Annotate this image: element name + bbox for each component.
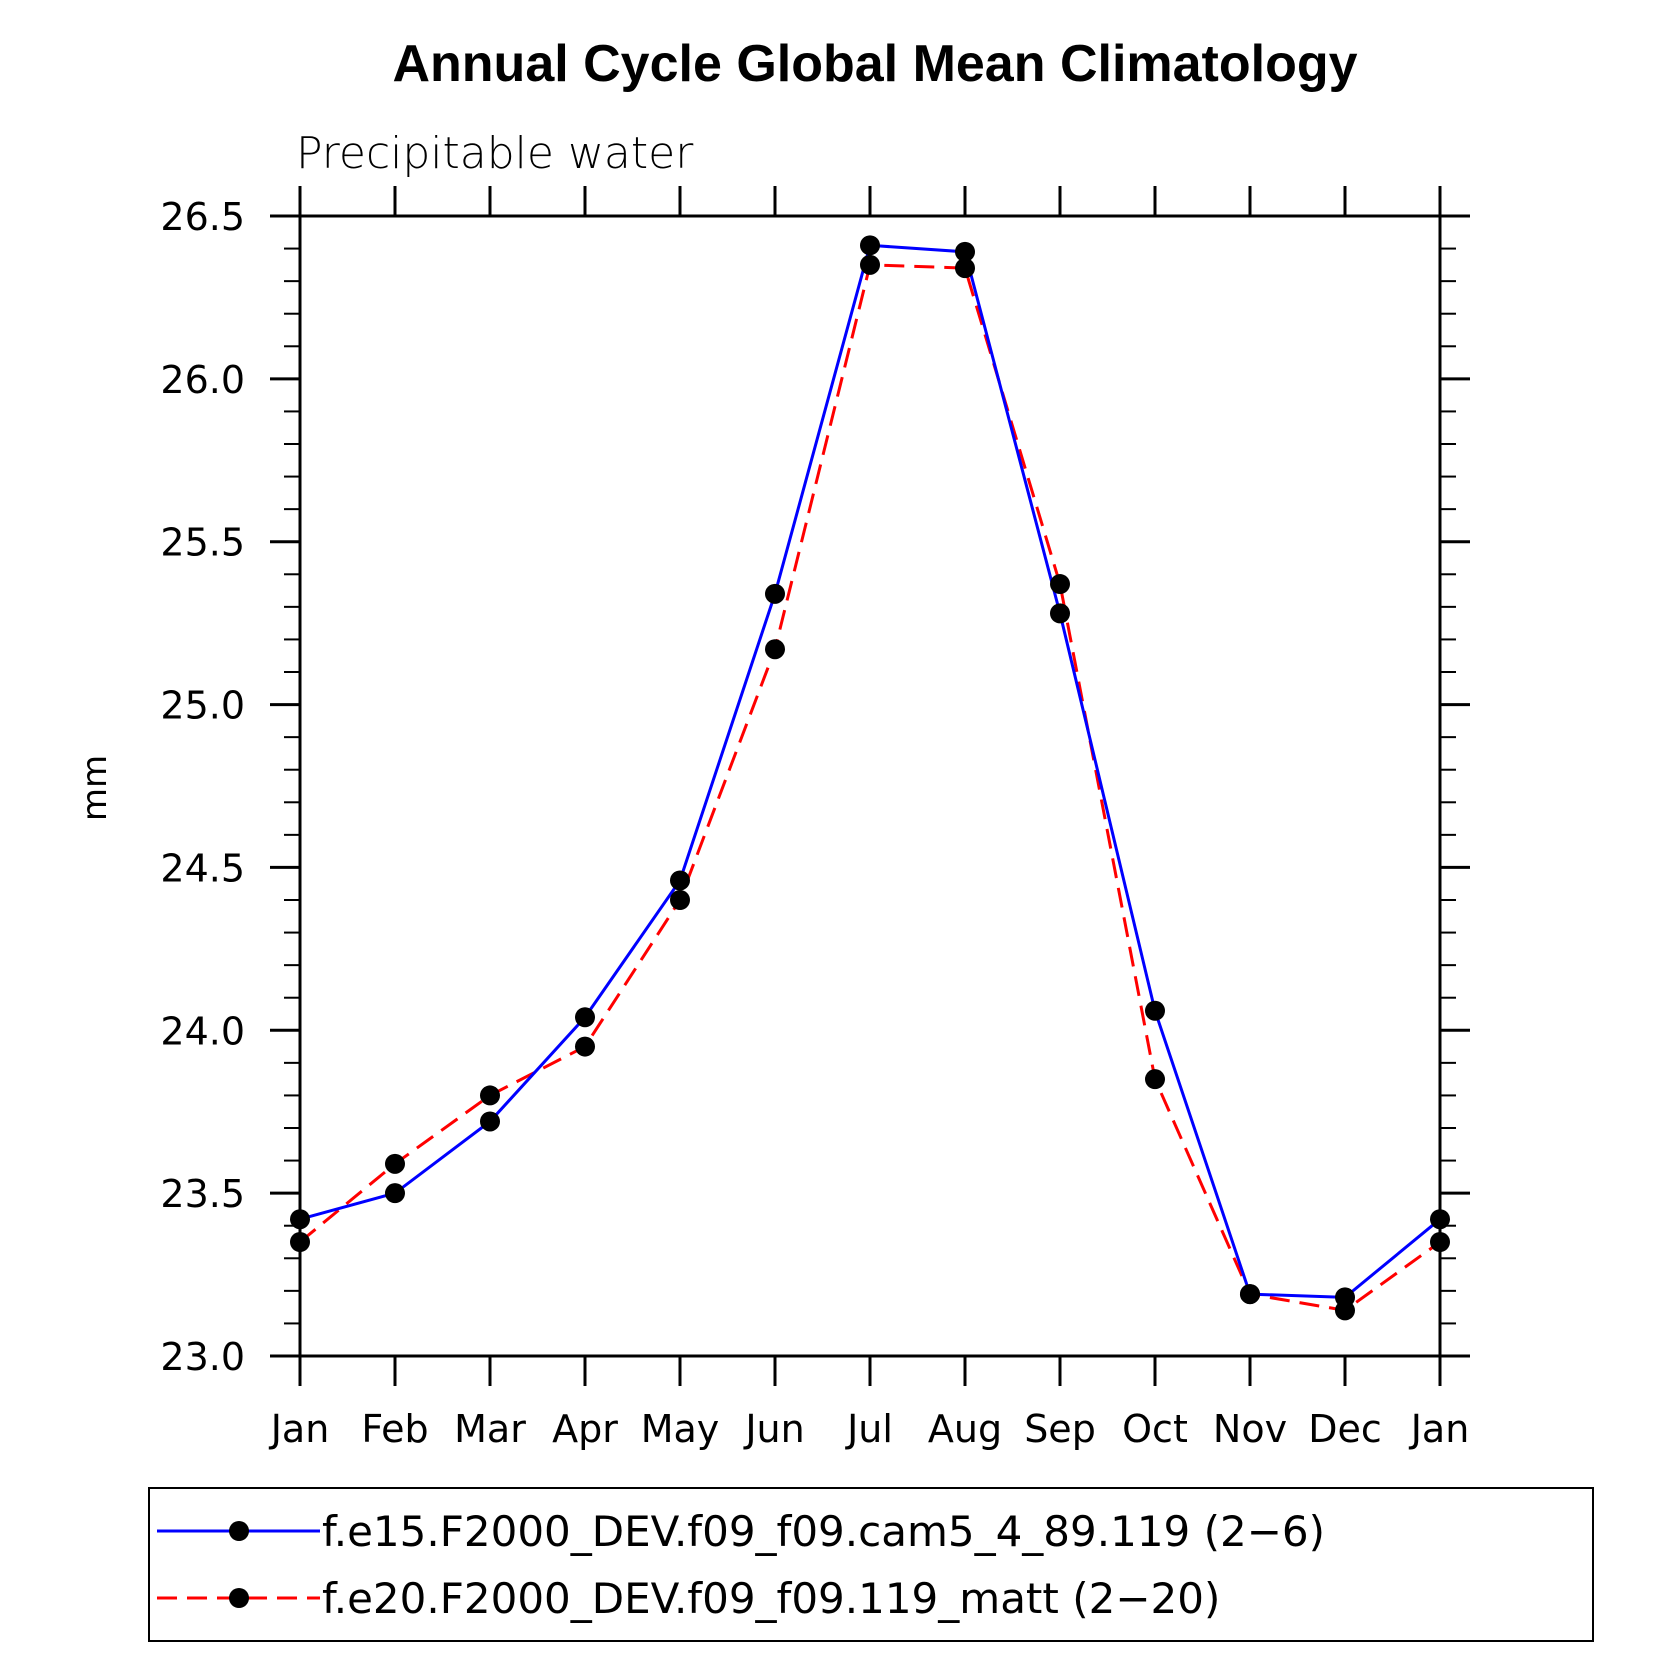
minor-ticks xyxy=(284,247,1456,1325)
series-1-point xyxy=(290,1209,310,1230)
plot-frame xyxy=(298,214,1442,1358)
series-2-line xyxy=(299,263,1441,1312)
legend-marker-series-1 xyxy=(229,1521,249,1541)
legend-box xyxy=(148,1487,1594,1642)
y-tick-label: 23.0 xyxy=(160,1335,245,1379)
x-tick-labels: Jan Feb Mar Apr May Jun Jul Aug Sep Oct Nov Dec Jan xyxy=(269,1407,1470,1451)
legend: f.e15.F2000_DEV.f09_f09.cam5_4_89.119 (2… xyxy=(148,1487,1594,1642)
series-2-point xyxy=(1145,1069,1165,1090)
y-tick-label: 26.0 xyxy=(160,358,245,402)
x-tick-label: Jan xyxy=(269,1407,330,1451)
y-tick-labels: 23.0 23.5 24.0 24.5 25.0 25.5 26.0 26.5 xyxy=(160,195,245,1379)
series-1-point xyxy=(860,235,880,256)
series-2-point xyxy=(860,254,880,275)
series-2-point xyxy=(1335,1300,1355,1321)
series-1-point xyxy=(1050,603,1070,624)
series-1-point xyxy=(575,1007,595,1028)
x-tick-label: Dec xyxy=(1308,1407,1382,1451)
series-2-point xyxy=(765,639,785,660)
legend-marker-series-2 xyxy=(229,1588,249,1608)
x-tick-label: Aug xyxy=(928,1407,1002,1451)
y-axis-label: mm xyxy=(75,755,115,821)
series-2-point xyxy=(670,890,690,910)
y-tick-label: 24.0 xyxy=(160,1009,245,1053)
series-2-point xyxy=(1240,1284,1260,1305)
series-2-point xyxy=(1050,574,1070,595)
series-2-point xyxy=(385,1153,405,1174)
chart-subtitle: Precipitable water xyxy=(296,128,694,179)
series-2-point xyxy=(575,1036,595,1057)
major-ticks xyxy=(270,186,1470,1386)
legend-label-series-2: f.e20.F2000_DEV.f09_f09.119_matt (2−20) xyxy=(322,1574,1220,1623)
chart-title: Annual Cycle Global Mean Climatology xyxy=(392,35,1357,93)
y-tick-label: 23.5 xyxy=(160,1172,245,1216)
x-tick-label: Oct xyxy=(1122,1407,1188,1451)
series-1-point xyxy=(765,583,785,604)
legend-label-series-1: f.e15.F2000_DEV.f09_f09.cam5_4_89.119 (2… xyxy=(322,1507,1325,1556)
series-1-point xyxy=(385,1183,405,1204)
series-1-point xyxy=(480,1111,500,1132)
x-tick-label: Feb xyxy=(361,1407,428,1451)
y-tick-label: 24.5 xyxy=(160,846,245,890)
series-1-point xyxy=(670,870,690,891)
x-tick-label: Jan xyxy=(1409,1407,1470,1451)
y-tick-label: 25.5 xyxy=(160,521,245,565)
x-tick-label: May xyxy=(641,1407,720,1451)
series-2-point xyxy=(480,1085,500,1106)
series-1-point xyxy=(1145,1000,1165,1021)
series-1-line xyxy=(299,243,1441,1299)
x-tick-label: Mar xyxy=(454,1407,526,1451)
series-1-point xyxy=(955,241,975,262)
series-2-point xyxy=(955,258,975,279)
series-2-point xyxy=(290,1232,310,1252)
series-1-point xyxy=(1430,1209,1450,1230)
x-tick-label: Jun xyxy=(743,1407,804,1451)
x-tick-label: Sep xyxy=(1024,1407,1096,1451)
x-tick-label: Jul xyxy=(845,1407,893,1451)
x-tick-label: Apr xyxy=(552,1407,618,1451)
y-tick-label: 25.0 xyxy=(160,684,245,728)
series-layer xyxy=(290,235,1450,1321)
series-2-point xyxy=(1430,1232,1450,1252)
y-tick-label: 26.5 xyxy=(160,195,245,239)
x-tick-label: Nov xyxy=(1213,1407,1287,1451)
